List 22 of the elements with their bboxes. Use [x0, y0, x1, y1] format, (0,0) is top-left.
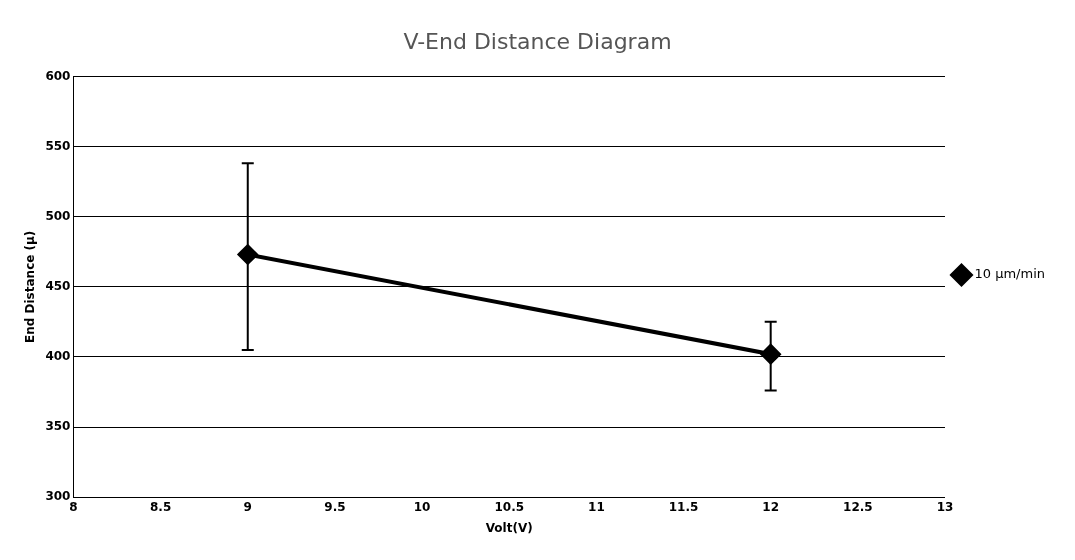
- legend-label: 10 µm/min: [974, 266, 1046, 282]
- y-tick-label: 400: [45, 349, 71, 364]
- y-tick-label: 450: [45, 278, 71, 293]
- y-tick-label: 300: [45, 489, 71, 504]
- x-tick-label: 10: [413, 499, 431, 514]
- x-tick-label: 8: [69, 499, 78, 514]
- y-tick-label: 500: [45, 208, 71, 223]
- x-tick-label: 11.5: [668, 499, 699, 514]
- chart-title: V-End Distance Diagram: [403, 28, 672, 54]
- y-axis-title: End Distance (µ): [23, 230, 38, 343]
- x-tick-label: 10.5: [494, 499, 525, 514]
- x-tick-label: 12: [762, 499, 780, 514]
- x-tick-label: 12.5: [843, 499, 873, 514]
- x-tick-label: 11: [588, 499, 605, 514]
- x-tick-label: 9.5: [324, 499, 346, 514]
- x-axis-title: Volt(V): [485, 520, 533, 535]
- y-tick-label: 600: [45, 68, 71, 83]
- y-tick-label: 350: [45, 419, 71, 434]
- y-tick-label: 550: [45, 138, 71, 153]
- x-tick-label: 8.5: [149, 499, 172, 514]
- x-tick-label: 13: [936, 499, 954, 514]
- x-tick-label: 9: [243, 499, 252, 514]
